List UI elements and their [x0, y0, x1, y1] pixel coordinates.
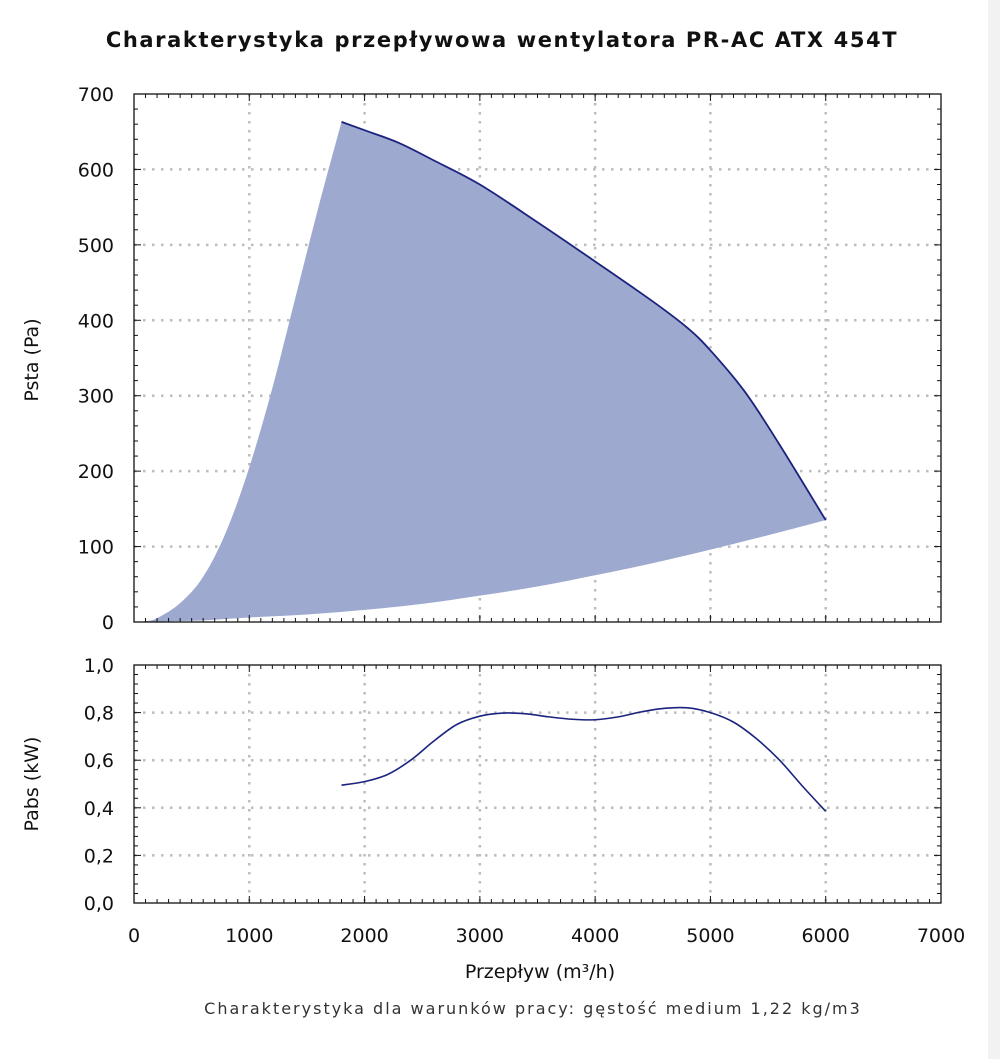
x-tick-label: 2000 [340, 925, 388, 947]
x-tick-label: 6000 [802, 925, 850, 947]
top-y-tick-label: 100 [78, 537, 114, 559]
x-tick-label: 7000 [917, 925, 965, 947]
x-tick-label: 4000 [571, 925, 619, 947]
x-tick-label: 1000 [225, 925, 273, 947]
top-y-tick-label: 500 [78, 235, 114, 257]
x-tick-label: 5000 [686, 925, 734, 947]
bottom-plot-frame [133, 664, 942, 904]
bottom-y-axis-label: Pabs (kW) [21, 737, 43, 832]
top-y-tick-label: 300 [78, 386, 114, 408]
bottom-y-tick-label: 0,0 [84, 893, 114, 915]
bottom-y-tick-label: 1,0 [84, 655, 114, 677]
x-tick-label: 0 [128, 925, 140, 947]
top-y-tick-label: 700 [78, 84, 114, 106]
bottom-y-tick-label: 0,8 [84, 703, 114, 725]
footer-note: Charakterystyka dla warunków pracy: gęst… [204, 999, 862, 1018]
right-scroll-strip [988, 0, 1000, 1059]
pressure-plot: 0 100 200 300 400 500 600 700 [78, 84, 942, 634]
top-y-tick-label: 0 [102, 612, 114, 634]
bottom-y-tick-label: 0,4 [84, 798, 114, 820]
x-tick-label: 3000 [456, 925, 504, 947]
top-y-tick-label: 400 [78, 310, 114, 332]
power-plot: 0,0 0,2 0,4 0,6 0,8 1,0 0 1000 2000 3000 4000 5000 6… [84, 655, 965, 947]
operating-range-area [139, 121, 826, 622]
x-axis-label: Przepływ (m³/h) [465, 961, 615, 983]
chart-title: Charakterystyka przepływowa wentylatora … [106, 28, 898, 52]
top-y-tick-label: 600 [78, 159, 114, 181]
top-y-tick-label: 200 [78, 461, 114, 483]
bottom-y-tick-label: 0,2 [84, 845, 114, 867]
top-y-axis-label: Psta (Pa) [21, 318, 43, 401]
bottom-y-tick-label: 0,6 [84, 750, 114, 772]
power-curve [341, 706, 827, 812]
max-pressure-curve [341, 121, 827, 521]
